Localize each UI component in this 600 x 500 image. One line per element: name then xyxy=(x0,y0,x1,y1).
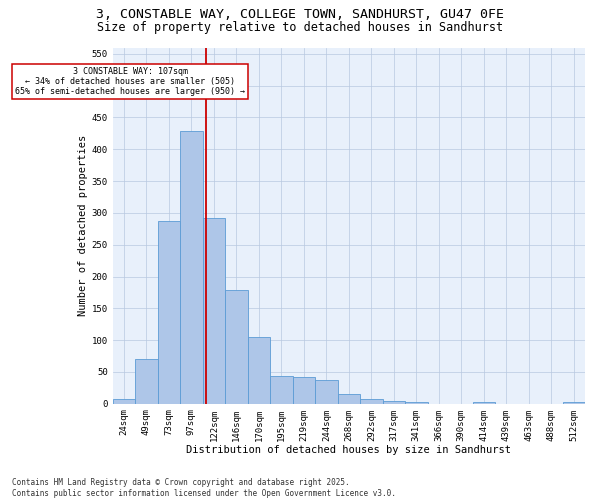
Bar xyxy=(158,221,180,404)
Bar xyxy=(135,359,158,404)
Text: 3, CONSTABLE WAY, COLLEGE TOWN, SANDHURST, GU47 0FE: 3, CONSTABLE WAY, COLLEGE TOWN, SANDHURS… xyxy=(96,8,504,20)
Bar xyxy=(225,290,248,404)
Bar xyxy=(563,402,585,404)
Bar xyxy=(293,377,315,404)
Bar xyxy=(405,402,428,404)
Y-axis label: Number of detached properties: Number of detached properties xyxy=(77,135,88,316)
Bar xyxy=(180,132,203,404)
Bar xyxy=(270,376,293,404)
Bar xyxy=(360,398,383,404)
Bar xyxy=(248,337,270,404)
X-axis label: Distribution of detached houses by size in Sandhurst: Distribution of detached houses by size … xyxy=(187,445,511,455)
Bar xyxy=(315,380,338,404)
Text: 3 CONSTABLE WAY: 107sqm
← 34% of detached houses are smaller (505)
65% of semi-d: 3 CONSTABLE WAY: 107sqm ← 34% of detache… xyxy=(15,66,245,96)
Bar xyxy=(203,218,225,404)
Bar xyxy=(383,401,405,404)
Bar xyxy=(338,394,360,404)
Bar xyxy=(113,400,135,404)
Bar xyxy=(473,402,495,404)
Text: Size of property relative to detached houses in Sandhurst: Size of property relative to detached ho… xyxy=(97,21,503,34)
Text: Contains HM Land Registry data © Crown copyright and database right 2025.
Contai: Contains HM Land Registry data © Crown c… xyxy=(12,478,396,498)
